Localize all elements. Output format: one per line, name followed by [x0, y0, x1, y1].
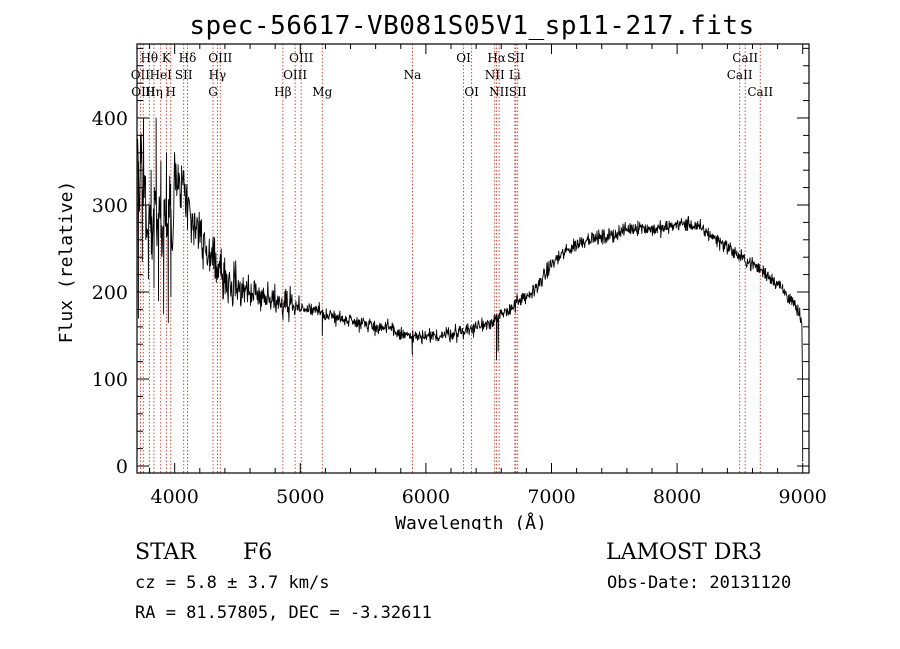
- axis-ticks: [137, 44, 809, 473]
- y-tick-label: 300: [92, 195, 128, 217]
- x-tick-label: 6000: [402, 486, 450, 508]
- marker-label-CaII: CaII: [727, 68, 753, 82]
- sky-coordinates: RA = 81.57805, DEC = -3.32611: [135, 603, 432, 623]
- survey-name: LAMOST DR3: [606, 540, 762, 565]
- marker-label-K: K: [162, 51, 172, 65]
- marker-label-Na: Na: [404, 68, 422, 82]
- observation-date: Obs-Date: 20131120: [607, 573, 792, 593]
- axis-tick-labels: 4000 5000 6000 7000 8000 9000 0 100 200 300 400: [92, 108, 827, 508]
- y-tick-label: 100: [92, 369, 128, 391]
- y-tick-label: 0: [116, 456, 128, 478]
- marker-label-H: H: [166, 85, 176, 99]
- marker-label-Li: Li: [509, 68, 521, 82]
- marker-label-Hη: Hη: [145, 85, 163, 99]
- marker-label-OI: OI: [456, 51, 471, 65]
- redshift-velocity: cz = 5.8 ± 3.7 km/s: [135, 573, 330, 593]
- plot-frame: [136, 43, 810, 474]
- marker-label-SII: SII: [509, 85, 527, 99]
- marker-label-SII: SII: [175, 68, 193, 82]
- object-class: STAR: [135, 540, 196, 565]
- marker-label-OIII: OIII: [289, 51, 313, 65]
- spectrum-series: [137, 117, 804, 462]
- y-tick-label: 400: [92, 108, 128, 130]
- marker-label-NII: NII: [489, 85, 509, 99]
- x-tick-label: 7000: [527, 486, 575, 508]
- x-tick-label: 9000: [779, 486, 827, 508]
- spectrum-line: [137, 117, 804, 462]
- marker-label-CaII: CaII: [747, 85, 773, 99]
- marker-label-OIII: OIII: [208, 51, 232, 65]
- marker-label-HeI: HeI: [150, 68, 173, 82]
- marker-label-OII: OII: [131, 68, 151, 82]
- marker-label-Hα: Hα: [487, 51, 506, 65]
- y-axis-label: Flux (relative): [56, 181, 77, 344]
- marker-label-CaII: CaII: [732, 51, 758, 65]
- marker-label-Mg: Mg: [312, 85, 332, 99]
- object-subclass: F6: [243, 540, 273, 565]
- spectrum-chart: spec-56617-VB081S05V1_sp11-217.fits HθOI…: [56, 11, 827, 530]
- marker-label-G: G: [208, 85, 218, 99]
- marker-label-Hγ: Hγ: [209, 68, 227, 82]
- y-tick-label: 200: [92, 282, 128, 304]
- x-axis-label: Wavelength (Å): [395, 512, 547, 530]
- marker-label-Hδ: Hδ: [179, 51, 197, 65]
- marker-label-Hβ: Hβ: [274, 85, 291, 99]
- marker-label-SII: SII: [507, 51, 525, 65]
- marker-label-NII: NII: [485, 68, 505, 82]
- x-tick-label: 5000: [276, 486, 324, 508]
- marker-label-OIII: OIII: [283, 68, 307, 82]
- marker-label-OI: OI: [464, 85, 479, 99]
- x-tick-label: 4000: [151, 486, 199, 508]
- x-tick-label: 8000: [653, 486, 701, 508]
- chart-title: spec-56617-VB081S05V1_sp11-217.fits: [189, 11, 754, 41]
